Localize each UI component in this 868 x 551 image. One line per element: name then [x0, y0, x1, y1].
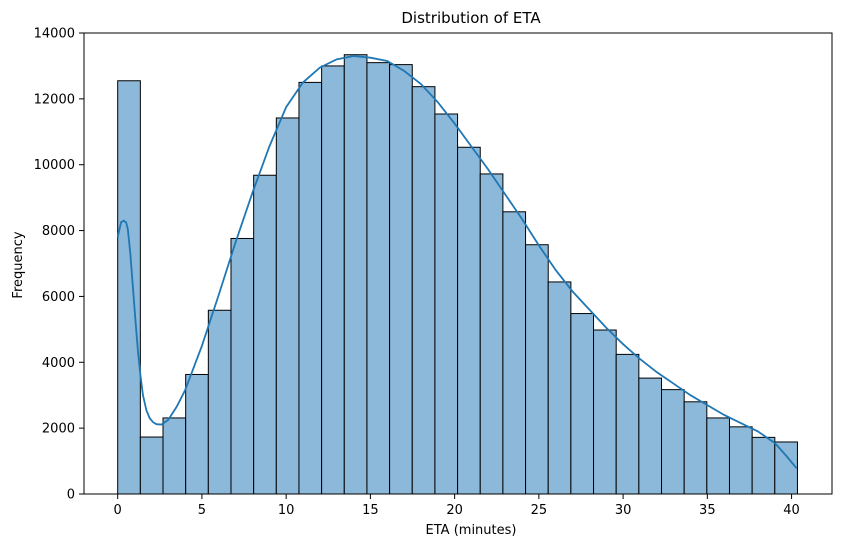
x-tick-label: 20: [446, 503, 463, 518]
x-tick-label: 5: [198, 503, 206, 518]
y-tick-label: 8000: [42, 224, 75, 239]
y-tick-label: 4000: [42, 356, 75, 371]
histogram-bar: [162, 417, 187, 495]
x-tick-label: 35: [699, 503, 716, 518]
x-tick-label: 0: [114, 503, 122, 518]
histogram-bar: [615, 353, 640, 495]
histogram-bar: [411, 86, 436, 495]
x-tick-label: 10: [278, 503, 295, 518]
histogram-bar: [751, 436, 776, 495]
y-tick-label: 10000: [34, 158, 75, 173]
y-tick-label: 2000: [42, 422, 75, 437]
histogram-bar: [661, 389, 685, 495]
histogram-bar: [638, 377, 663, 495]
histogram-bar: [570, 313, 595, 495]
histogram-bar: [321, 65, 345, 495]
histogram-bar: [728, 426, 753, 495]
histogram-bar: [117, 80, 141, 495]
y-tick-label: 12000: [34, 92, 75, 107]
histogram-bar: [774, 441, 798, 495]
histogram-bar: [185, 373, 209, 495]
histogram-bar: [683, 401, 708, 495]
y-axis-label: Frequency: [11, 231, 26, 298]
x-axis: 0 5 10 15 20 25 30 35 40: [114, 494, 800, 518]
histogram-bar: [207, 309, 232, 495]
x-tick-label: 15: [362, 503, 379, 518]
histogram-bar: [502, 211, 527, 495]
histogram-bar: [706, 417, 730, 495]
histogram-bar: [139, 436, 164, 495]
y-tick-label: 6000: [42, 290, 75, 305]
histogram-bar: [298, 81, 323, 495]
histogram-bar: [366, 62, 391, 495]
chart-title: Distribution of ETA: [401, 9, 541, 27]
x-tick-label: 40: [783, 503, 800, 518]
x-tick-label: 30: [615, 503, 632, 518]
histogram-bar: [275, 117, 300, 495]
x-tick-label: 25: [531, 503, 548, 518]
y-tick-label: 14000: [34, 27, 75, 42]
histogram-bar: [253, 174, 277, 495]
histogram-bar: [479, 173, 504, 495]
histogram-bar: [230, 237, 255, 495]
histogram-bar: [389, 64, 413, 495]
kde-curve: [116, 55, 798, 469]
y-axis: 0 2000 4000 6000 8000 10000 12000 14000: [34, 27, 84, 503]
plot-frame: [83, 32, 833, 495]
histogram-bar: [593, 329, 617, 495]
histogram-bar: [547, 281, 572, 495]
histogram-bar: [525, 244, 549, 495]
y-tick-label: 0: [67, 488, 75, 503]
histogram-bar: [343, 54, 368, 495]
histogram-bar: [434, 113, 459, 495]
x-axis-label: ETA (minutes): [426, 523, 517, 538]
histogram-bar: [457, 146, 481, 495]
bars-group: [117, 54, 798, 495]
